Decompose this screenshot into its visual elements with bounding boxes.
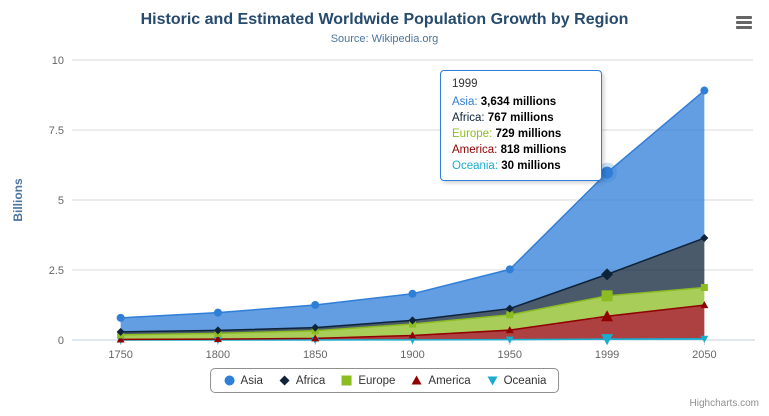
- y-axis-title: Billions: [11, 178, 25, 222]
- legend: Asia Africa Europe America Oceania: [209, 368, 560, 393]
- area-africa: [120, 238, 705, 335]
- data-point-marker-oceania[interactable]: [505, 336, 514, 344]
- highcharts-credits-link[interactable]: Highcharts.com: [689, 398, 759, 409]
- y-axis-label: 0: [58, 335, 64, 347]
- legend-marker-circle-icon: [224, 375, 235, 386]
- tooltip-row-america: America: 818 millions: [452, 142, 590, 158]
- legend-label: Asia: [240, 374, 263, 387]
- data-point-marker-america[interactable]: [505, 326, 514, 334]
- tooltip-row-asia: Asia: 3,634 millions: [452, 94, 590, 110]
- data-point-marker-america[interactable]: [311, 334, 320, 342]
- tooltip-header: 1999: [452, 78, 478, 90]
- x-axis-label: 1750: [108, 349, 132, 361]
- legend-label: Africa: [295, 374, 326, 387]
- legend-label: Europe: [358, 374, 396, 387]
- legend-marker-triangle-down-icon: [487, 376, 498, 386]
- chart-title: Historic and Estimated Worldwide Populat…: [140, 11, 629, 28]
- data-point-marker-america[interactable]: [408, 331, 417, 339]
- data-point-marker-europe[interactable]: [700, 284, 708, 291]
- area-asia: [120, 90, 705, 332]
- y-axis-label: 10: [52, 55, 64, 67]
- data-point-marker-asia[interactable]: [116, 313, 125, 322]
- hamburger-icon: [736, 21, 752, 24]
- data-point-marker-asia[interactable]: [505, 265, 514, 274]
- tooltip-series-name: Africa:: [452, 112, 488, 124]
- data-point-marker-oceania[interactable]: [601, 334, 614, 346]
- data-point-marker-oceania[interactable]: [700, 335, 709, 343]
- tooltip-series-value: 767 millions: [487, 112, 554, 124]
- data-point-marker-asia[interactable]: [311, 300, 320, 309]
- tooltip-series-value: 30 millions: [501, 160, 561, 172]
- data-point-marker-america[interactable]: [700, 301, 709, 309]
- y-axis-label: 7.5: [49, 125, 64, 137]
- data-point-marker-europe[interactable]: [506, 311, 514, 319]
- legend-item-europe[interactable]: Europe: [340, 374, 395, 387]
- data-point-marker-africa[interactable]: [116, 327, 125, 336]
- data-point-marker-america[interactable]: [213, 335, 222, 343]
- data-point-marker-america[interactable]: [601, 310, 614, 322]
- y-axis-label: 5: [58, 195, 64, 207]
- legend-label: Oceania: [503, 374, 547, 387]
- y-axis-label: 2.5: [49, 265, 64, 277]
- chart-subtitle: Source: Wikipedia.org: [330, 33, 439, 45]
- tooltip: 1999 Asia: 3,634 millions Africa: 767 mil…: [440, 70, 602, 181]
- data-point-marker-america[interactable]: [116, 335, 125, 343]
- tooltip-series-name: Oceania:: [452, 160, 502, 172]
- tooltip-series-name: Europe:: [452, 128, 496, 140]
- data-point-marker-asia[interactable]: [700, 86, 709, 95]
- area-america: [120, 305, 705, 340]
- legend-item-africa[interactable]: Africa: [278, 374, 325, 387]
- x-axis-label: 2050: [692, 349, 716, 361]
- hamburger-icon: [736, 16, 752, 19]
- data-point-marker-africa[interactable]: [213, 326, 222, 335]
- x-axis-label: 1850: [303, 349, 327, 361]
- data-point-marker-asia[interactable]: [408, 289, 417, 298]
- data-point-marker-asia[interactable]: [213, 308, 222, 317]
- legend-marker-square-icon: [341, 375, 352, 386]
- tooltip-row-europe: Europe: 729 millions: [452, 126, 590, 142]
- data-point-marker-africa[interactable]: [408, 316, 417, 325]
- x-axis-label: 1800: [206, 349, 230, 361]
- tooltip-series-value: 3,634 millions: [480, 96, 557, 108]
- legend-item-america[interactable]: America: [410, 374, 471, 387]
- legend-item-asia[interactable]: Asia: [223, 374, 263, 387]
- tooltip-series-name: America:: [452, 144, 501, 156]
- legend-label: America: [428, 374, 471, 387]
- data-point-marker-africa[interactable]: [601, 268, 614, 281]
- legend-marker-diamond-icon: [279, 375, 290, 386]
- tooltip-series-value: 729 millions: [495, 128, 562, 140]
- legend-item-oceania[interactable]: Oceania: [486, 374, 547, 387]
- x-axis-label: 1999: [595, 349, 619, 361]
- data-point-marker-africa[interactable]: [311, 323, 320, 332]
- tooltip-rows: Asia: 3,634 millions Africa: 767 millions…: [452, 94, 590, 174]
- data-point-marker-africa[interactable]: [505, 304, 514, 313]
- tooltip-row-africa: Africa: 767 millions: [452, 110, 590, 126]
- data-point-marker-africa[interactable]: [700, 234, 709, 243]
- data-point-marker-oceania[interactable]: [408, 336, 417, 344]
- data-point-marker-europe[interactable]: [601, 290, 613, 302]
- data-point-marker-asia[interactable]: [601, 166, 614, 179]
- hamburger-icon: [736, 26, 752, 29]
- tooltip-series-value: 818 millions: [500, 144, 567, 156]
- tooltip-row-oceania: Oceania: 30 millions: [452, 158, 590, 174]
- export-menu-button[interactable]: [733, 14, 755, 31]
- x-axis-label: 1950: [498, 349, 522, 361]
- legend-marker-triangle-icon: [411, 375, 422, 385]
- x-axis-label: 1900: [400, 349, 424, 361]
- tooltip-series-name: Asia:: [452, 96, 481, 108]
